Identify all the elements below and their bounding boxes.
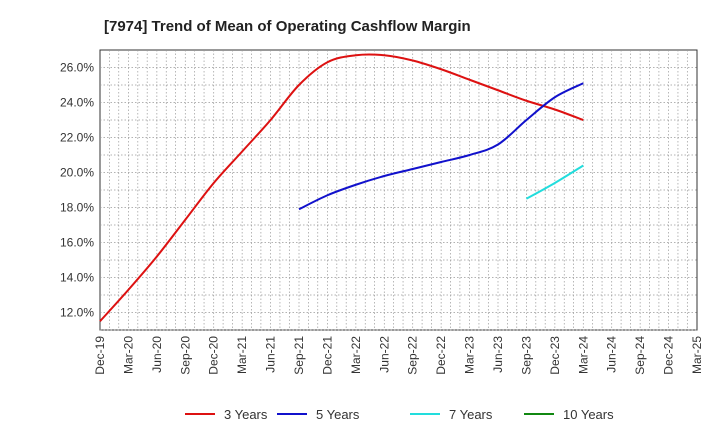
legend-label: 10 Years	[563, 407, 614, 422]
y-tick-label: 14.0%	[60, 271, 94, 285]
x-tick-label: Dec-20	[207, 336, 221, 375]
y-tick-label: 26.0%	[60, 61, 94, 75]
x-tick-label: Jun-24	[605, 336, 619, 373]
x-tick-label: Mar-22	[349, 336, 363, 374]
chart-title: [7974] Trend of Mean of Operating Cashfl…	[104, 18, 471, 35]
legend-label: 7 Years	[449, 407, 493, 422]
y-tick-label: 24.0%	[60, 96, 94, 110]
x-tick-label: Jun-23	[491, 336, 505, 373]
x-tick-label: Mar-21	[235, 336, 249, 374]
x-tick-label: Jun-20	[150, 336, 164, 373]
y-tick-label: 22.0%	[60, 131, 94, 145]
series-line	[525, 164, 584, 200]
x-tick-label: Sep-24	[633, 336, 647, 375]
y-tick-label: 18.0%	[60, 201, 94, 215]
series-line	[298, 82, 584, 211]
x-tick-label: Dec-24	[662, 336, 676, 375]
x-tick-label: Mar-25	[690, 336, 704, 374]
x-tick-label: Mar-23	[463, 336, 477, 374]
x-tick-label: Sep-20	[178, 336, 192, 375]
legend-label: 3 Years	[224, 407, 268, 422]
grid	[100, 50, 697, 331]
x-tick-label: Jun-21	[264, 336, 278, 373]
y-tick-label: 16.0%	[60, 236, 94, 250]
x-tick-label: Mar-20	[121, 336, 135, 374]
x-tick-label: Dec-23	[548, 336, 562, 375]
legend: 3 Years 5 Years 7 Years 10 Years	[185, 407, 614, 422]
x-tick-label: Sep-23	[519, 336, 533, 375]
x-tick-label: Sep-21	[292, 336, 306, 375]
legend-label: 5 Years	[316, 407, 360, 422]
series-lines	[99, 53, 584, 322]
x-tick-label: Dec-22	[434, 336, 448, 375]
x-tick-label: Jun-22	[377, 336, 391, 373]
y-tick-label: 20.0%	[60, 166, 94, 180]
series-line	[99, 53, 584, 322]
x-axis: Dec-19 Mar-20 Jun-20 Sep-20 Dec-20 Mar-21 Jun-…	[93, 336, 704, 375]
x-tick-label: Dec-21	[320, 336, 334, 375]
y-axis: 12.0% 14.0% 16.0% 18.0% 20.0% 22.0% 24.0% 26.0%	[60, 61, 94, 320]
y-tick-label: 12.0%	[60, 306, 94, 320]
x-tick-label: Dec-19	[93, 336, 107, 375]
x-tick-label: Sep-22	[406, 336, 420, 375]
x-tick-label: Mar-24	[576, 336, 590, 374]
